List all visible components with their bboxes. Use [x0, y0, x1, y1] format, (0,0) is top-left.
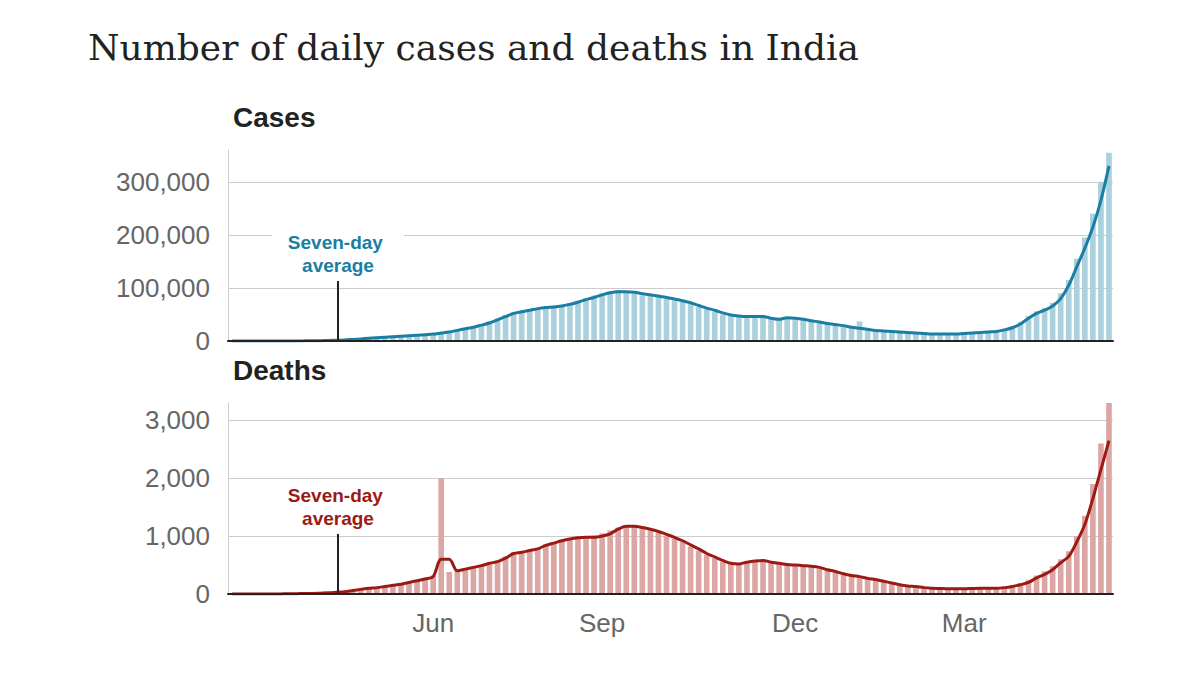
svg-text:Jun: Jun	[412, 608, 454, 638]
svg-text:Sep: Sep	[579, 608, 625, 638]
svg-text:average: average	[302, 255, 374, 276]
svg-text:0: 0	[196, 326, 210, 356]
svg-text:Dec: Dec	[772, 608, 818, 638]
svg-text:0: 0	[196, 579, 210, 609]
svg-text:Number of daily cases and deat: Number of daily cases and deaths in Indi…	[88, 27, 859, 68]
svg-text:Mar: Mar	[942, 608, 987, 638]
svg-text:3,000: 3,000	[145, 405, 210, 435]
svg-text:Seven-day: Seven-day	[288, 485, 388, 506]
svg-text:100,000: 100,000	[116, 273, 210, 303]
svg-text:Cases: Cases	[233, 102, 316, 133]
svg-text:Seven-day: Seven-day	[288, 232, 388, 253]
svg-text:200,000: 200,000	[116, 220, 210, 250]
svg-text:2,000: 2,000	[145, 463, 210, 493]
svg-text:1,000: 1,000	[145, 521, 210, 551]
svg-text:average: average	[302, 508, 374, 529]
svg-text:300,000: 300,000	[116, 167, 210, 197]
svg-text:Deaths: Deaths	[233, 355, 326, 386]
